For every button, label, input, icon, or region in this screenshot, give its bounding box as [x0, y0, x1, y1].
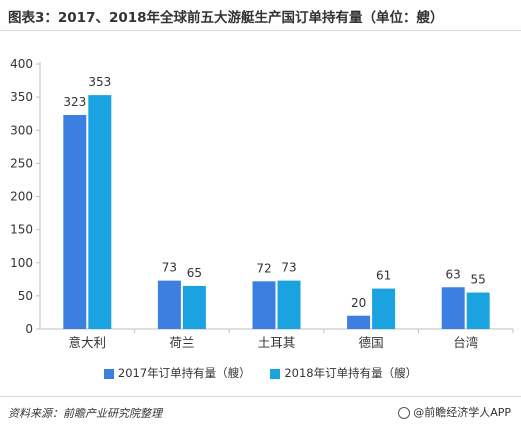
chart-title: 图表3：2017、2018年全球前五大游艇生产国订单持有量（单位：艘） — [8, 10, 444, 26]
brand-text: @前瞻经济学人APP — [413, 406, 511, 419]
y-tick-label: 0 — [25, 322, 33, 336]
source-note: 资料来源：前瞻产业研究院整理 — [8, 407, 162, 420]
bar — [182, 285, 206, 329]
bar — [277, 280, 301, 329]
x-category-label: 台湾 — [453, 335, 478, 350]
y-tick-label: 350 — [10, 90, 33, 104]
brand-logo-icon — [398, 407, 411, 419]
y-tick-label: 300 — [10, 123, 33, 137]
footer-divider — [0, 396, 521, 397]
data-label: 61 — [376, 269, 391, 283]
data-label: 20 — [351, 296, 366, 310]
legend-item-2017: 2017年订单持有量（艘） — [103, 365, 251, 381]
data-label: 65 — [187, 266, 202, 280]
bar — [157, 280, 181, 329]
bar — [441, 287, 465, 329]
x-category-label: 德国 — [359, 335, 384, 350]
bar — [63, 115, 87, 329]
bar — [88, 95, 112, 329]
legend-swatch-2017 — [103, 368, 114, 379]
x-category-label: 意大利 — [69, 335, 107, 350]
data-label: 73 — [281, 261, 296, 275]
y-tick-label: 50 — [18, 289, 33, 303]
brand-label: @前瞻经济学人APP — [398, 404, 511, 420]
y-tick-label: 200 — [10, 190, 33, 204]
legend-swatch-2018 — [270, 368, 281, 379]
data-label: 72 — [256, 261, 271, 275]
data-label: 63 — [446, 267, 461, 281]
x-category-label: 荷兰 — [169, 335, 194, 350]
bar — [252, 281, 276, 329]
title-divider — [0, 30, 521, 31]
bar — [466, 292, 490, 329]
legend-item-2018: 2018年订单持有量（艘） — [270, 365, 417, 381]
y-tick-label: 400 — [10, 57, 33, 71]
y-tick-label: 100 — [10, 256, 33, 270]
bar — [347, 315, 371, 329]
data-label: 55 — [471, 273, 486, 287]
legend-label-2017: 2017年订单持有量（艘） — [117, 366, 251, 380]
data-label: 353 — [88, 75, 111, 89]
x-category-label: 土耳其 — [258, 335, 296, 350]
legend-label-2018: 2018年订单持有量（艘） — [284, 366, 418, 380]
data-label: 73 — [162, 261, 177, 275]
legend: 2017年订单持有量（艘） 2018年订单持有量（艘） — [0, 365, 521, 381]
y-tick-label: 250 — [10, 156, 33, 170]
bar — [372, 288, 396, 329]
data-label: 323 — [63, 95, 86, 109]
y-tick-label: 150 — [10, 223, 33, 237]
